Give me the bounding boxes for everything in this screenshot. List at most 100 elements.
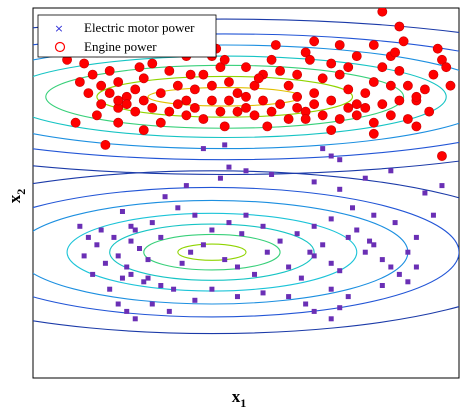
point-electric-20 bbox=[264, 249, 270, 255]
point-engine-116 bbox=[262, 121, 273, 132]
point-electric-15 bbox=[179, 260, 185, 266]
point-electric-23 bbox=[307, 249, 313, 255]
point-electric-79 bbox=[192, 297, 198, 303]
point-engine-126 bbox=[207, 80, 217, 91]
point-electric-32 bbox=[388, 264, 394, 270]
point-engine-55 bbox=[232, 106, 243, 117]
x-axis-label: x1 bbox=[232, 387, 247, 410]
point-engine-6 bbox=[130, 84, 141, 95]
point-engine-71 bbox=[138, 95, 149, 106]
contour-engine-1 bbox=[96, 75, 354, 118]
point-engine-67 bbox=[96, 80, 107, 91]
point-electric-72 bbox=[345, 294, 351, 300]
point-electric-75 bbox=[286, 294, 292, 300]
point-electric-93 bbox=[145, 275, 151, 281]
legend: × Electric motor power Engine power bbox=[37, 14, 217, 58]
point-engine-119 bbox=[92, 110, 102, 121]
point-engine-82 bbox=[326, 95, 337, 106]
point-engine-69 bbox=[113, 95, 124, 106]
y-axis-label-sub: 2 bbox=[14, 189, 28, 195]
point-engine-74 bbox=[189, 103, 200, 113]
point-engine-85 bbox=[377, 99, 388, 110]
point-electric-34 bbox=[405, 249, 411, 255]
contour-electric-5 bbox=[33, 186, 459, 318]
point-engine-34 bbox=[368, 77, 379, 87]
point-electric-51 bbox=[128, 271, 134, 277]
point-electric-71 bbox=[379, 283, 385, 288]
point-electric-76 bbox=[260, 290, 266, 296]
point-engine-1 bbox=[79, 58, 90, 69]
legend-label-engine: Engine power bbox=[84, 39, 157, 54]
point-engine-102 bbox=[377, 8, 388, 17]
contour-engine-4 bbox=[33, 44, 459, 150]
point-electric-49 bbox=[158, 234, 164, 240]
point-engine-61 bbox=[130, 106, 141, 117]
point-engine-8 bbox=[147, 58, 158, 69]
point-electric-96 bbox=[188, 249, 194, 255]
point-engine-98 bbox=[351, 51, 362, 61]
point-engine-19 bbox=[241, 103, 251, 113]
point-engine-88 bbox=[300, 47, 311, 58]
point-electric-69 bbox=[413, 264, 419, 270]
point-electric-38 bbox=[350, 205, 355, 211]
point-engine-22 bbox=[266, 54, 277, 65]
point-electric-1 bbox=[107, 286, 113, 292]
point-electric-6 bbox=[111, 234, 117, 240]
point-engine-108 bbox=[292, 69, 303, 80]
point-engine-50 bbox=[317, 110, 328, 121]
point-engine-12 bbox=[181, 95, 192, 106]
point-engine-81 bbox=[309, 99, 320, 110]
point-engine-14 bbox=[198, 69, 209, 80]
point-engine-123 bbox=[304, 54, 315, 65]
point-engine-104 bbox=[100, 139, 111, 150]
point-electric-55 bbox=[77, 223, 83, 229]
points-layer bbox=[62, 8, 456, 322]
point-engine-76 bbox=[224, 95, 234, 106]
point-engine-73 bbox=[172, 99, 183, 110]
point-engine-77 bbox=[241, 91, 251, 102]
point-electric-74 bbox=[303, 301, 309, 307]
point-engine-113 bbox=[113, 117, 124, 128]
point-engine-106 bbox=[185, 69, 196, 80]
point-electric-59 bbox=[217, 175, 223, 181]
point-engine-111 bbox=[411, 121, 422, 132]
point-engine-101 bbox=[432, 43, 443, 54]
point-electric-83 bbox=[124, 308, 130, 314]
point-engine-60 bbox=[147, 103, 158, 113]
point-electric-77 bbox=[234, 294, 240, 300]
point-electric-43 bbox=[260, 223, 266, 229]
point-electric-45 bbox=[226, 220, 232, 226]
point-engine-4 bbox=[113, 77, 124, 87]
contour-electric-6 bbox=[33, 170, 459, 335]
point-engine-51 bbox=[300, 114, 311, 124]
point-electric-78 bbox=[209, 286, 215, 292]
point-electric-7 bbox=[132, 227, 138, 233]
point-electric-65 bbox=[388, 168, 394, 174]
point-engine-32 bbox=[351, 99, 362, 110]
point-engine-37 bbox=[394, 66, 405, 76]
point-engine-97 bbox=[334, 40, 345, 50]
contour-electric-0 bbox=[177, 243, 247, 261]
contour-electric-1 bbox=[143, 233, 281, 271]
point-engine-45 bbox=[402, 114, 413, 124]
point-engine-54 bbox=[249, 110, 260, 121]
point-electric-90 bbox=[337, 157, 343, 163]
point-engine-29 bbox=[326, 58, 337, 69]
point-engine-100 bbox=[398, 36, 409, 47]
point-electric-58 bbox=[183, 183, 189, 189]
point-electric-8 bbox=[149, 220, 155, 226]
point-electric-56 bbox=[119, 209, 125, 214]
y-axis-label-main: x bbox=[5, 194, 24, 203]
point-electric-9 bbox=[98, 227, 104, 233]
point-engine-42 bbox=[437, 54, 447, 65]
point-electric-19 bbox=[252, 271, 258, 277]
point-electric-21 bbox=[286, 264, 292, 270]
point-electric-29 bbox=[362, 249, 368, 255]
point-engine-11 bbox=[172, 80, 183, 91]
point-engine-47 bbox=[368, 117, 379, 128]
point-electric-47 bbox=[192, 212, 198, 218]
point-electric-24 bbox=[320, 242, 326, 248]
point-engine-58 bbox=[181, 110, 192, 121]
point-engine-46 bbox=[385, 110, 396, 121]
